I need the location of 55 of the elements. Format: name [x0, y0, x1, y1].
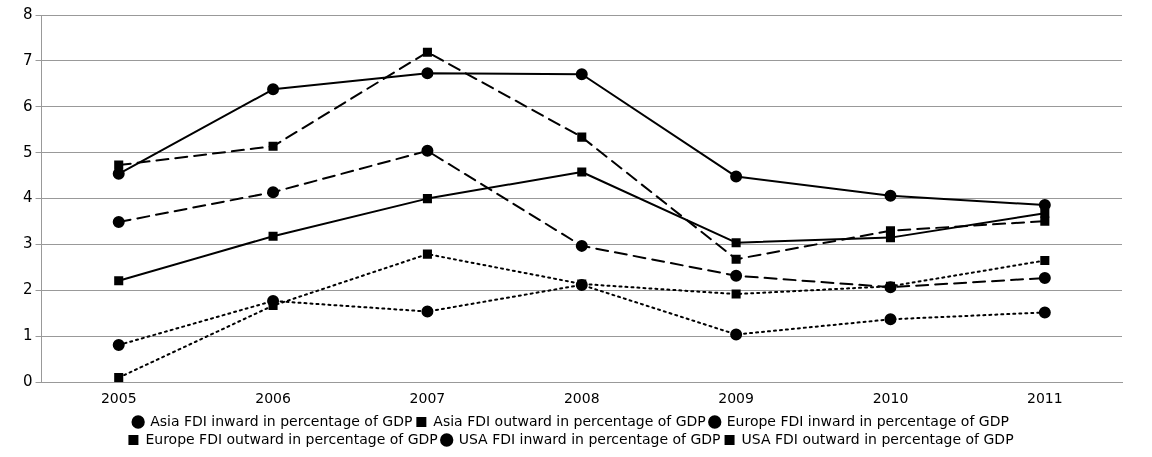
x-tick-label: 2006 — [255, 390, 291, 407]
x-tick-label: 2007 — [409, 390, 446, 407]
legend-label: Asia FDI outward in percentage of GDP — [433, 412, 706, 429]
point — [575, 239, 588, 252]
x-tick-label: 2005 — [100, 390, 137, 407]
legend-label: USA FDI outward in percentage of GDP — [741, 430, 1014, 447]
point — [730, 170, 743, 183]
point — [112, 216, 125, 229]
point — [422, 249, 432, 259]
y-tick-label: 3 — [23, 234, 33, 253]
legend-label: Asia FDI inward in percentage of GDP — [150, 412, 413, 429]
point — [575, 68, 588, 81]
point — [1038, 306, 1051, 319]
x-tick-label: 2010 — [872, 390, 909, 407]
point — [731, 289, 741, 299]
point — [1038, 272, 1051, 285]
legend-label: Europe FDI outward in percentage of GDP — [145, 430, 438, 447]
point — [267, 83, 280, 96]
point — [1040, 216, 1050, 226]
point — [268, 141, 278, 151]
x-tick-label: 2011 — [1027, 390, 1063, 407]
point — [114, 276, 124, 286]
point — [421, 144, 434, 157]
point — [730, 328, 743, 341]
point — [422, 47, 432, 57]
point — [731, 238, 741, 248]
point — [114, 373, 124, 383]
y-tick-label: 4 — [23, 188, 33, 207]
point — [421, 67, 434, 80]
point — [114, 160, 124, 170]
y-tick-label: 5 — [23, 142, 33, 161]
point — [577, 132, 587, 142]
point — [112, 339, 125, 352]
point — [421, 305, 434, 318]
y-tick-label: 7 — [23, 50, 33, 69]
point — [268, 231, 278, 241]
legend-label: Europe FDI inward in percentage of GDP — [726, 412, 1009, 429]
point — [884, 189, 897, 202]
point — [422, 194, 432, 204]
point — [267, 186, 280, 199]
point — [1040, 208, 1050, 218]
point — [1040, 256, 1050, 266]
y-tick-label: 6 — [23, 96, 33, 115]
y-tick-label: 2 — [23, 280, 33, 299]
y-tick-label: 0 — [23, 372, 33, 391]
x-tick-label: 2009 — [718, 390, 754, 407]
x-tick-label: 2008 — [563, 390, 600, 407]
point — [730, 269, 743, 282]
legend-label: USA FDI inward in percentage of GDP — [458, 430, 721, 447]
point — [884, 313, 897, 326]
point — [731, 254, 741, 264]
point — [885, 226, 896, 236]
y-tick-label: 1 — [23, 326, 33, 345]
y-tick-label: 8 — [23, 4, 33, 23]
point — [577, 167, 587, 177]
